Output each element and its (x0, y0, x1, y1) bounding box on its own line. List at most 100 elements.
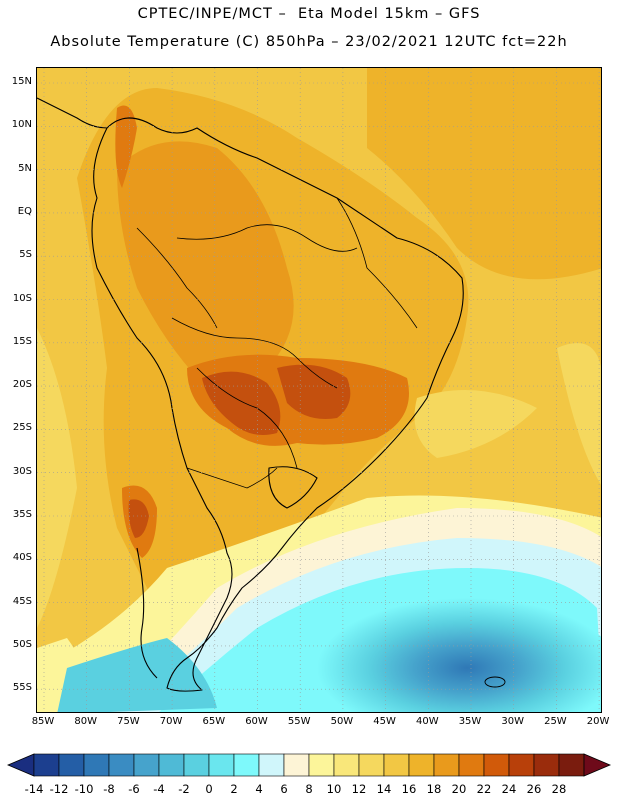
latitude-tick-label: 25S (12, 422, 32, 434)
field-south-atlantic-warm (414, 390, 537, 458)
longitude-tick-label: 85W (31, 716, 55, 727)
latitude-tick-label: 5N (18, 162, 32, 174)
temperature-map (37, 68, 601, 712)
colorbar-swatch (283, 753, 310, 777)
colorbar-swatch (108, 753, 135, 777)
longitude-tick-label: 40W (415, 716, 439, 727)
field-drake-cold (57, 638, 217, 712)
longitude-tick-label: 70W (159, 716, 183, 727)
field-hot-core-east (277, 364, 351, 419)
longitude-tick-label: 25W (544, 716, 567, 727)
map-frame (36, 67, 602, 713)
field-cold-core (317, 598, 601, 712)
border-peru (136, 227, 218, 329)
latitude-tick-label: 5S (19, 249, 32, 261)
colorbar-tick-label: 6 (280, 782, 288, 796)
field-hot-core-west (202, 371, 281, 436)
colorbar-swatch (483, 753, 510, 777)
chile-coastline (136, 547, 158, 679)
latitude-tick-label: 10S (12, 292, 32, 304)
colorbar-swatch (208, 753, 235, 777)
colorbar-swatch (333, 753, 360, 777)
latitude-tick-label: 40S (12, 552, 32, 564)
latitude-tick-label: 55S (12, 682, 32, 694)
latitude-tick-label: 30S (12, 465, 32, 477)
colorbar-tick-label: -10 (74, 782, 94, 796)
colorbar-swatch (458, 753, 485, 777)
latitude-tick-label: 20S (12, 379, 32, 391)
colorbar-tick-label: 22 (476, 782, 492, 796)
colorbar-swatch (433, 753, 460, 777)
colorbar-swatch (183, 753, 210, 777)
colorbar-tick-label: -12 (49, 782, 69, 796)
longitude-tick-label: 80W (74, 716, 97, 727)
field-atlantic-warm-band (367, 68, 601, 280)
latitude-tick-label: EQ (17, 205, 32, 217)
colorbar-swatch (508, 753, 535, 777)
colorbar-tick-label: 12 (351, 782, 367, 796)
field-andes-north-hot (115, 105, 137, 188)
colorbar-tick-label: 4 (255, 782, 263, 796)
colorbar-swatch (33, 753, 60, 777)
colorbar-tick-label: 24 (501, 782, 517, 796)
latitude-tick-label: 15S (12, 335, 32, 347)
longitude-tick-label: 75W (117, 716, 140, 727)
border-bolivia (171, 317, 338, 389)
colorbar-tick-label: 28 (551, 782, 567, 796)
colorbar-swatch (83, 753, 110, 777)
longitude-tick-label: 20W (586, 716, 610, 727)
latitude-tick-label: 35S (12, 509, 32, 520)
colorbar-swatch (358, 753, 385, 777)
colorbar-tick-label: 0 (205, 782, 213, 796)
colorbar-swatch (383, 753, 410, 777)
uruguay-outline (268, 466, 318, 509)
colorbar-tick-label: 8 (305, 782, 313, 796)
header-line-field: Absolute Temperature (C) 850hPa – 23/02/… (50, 34, 568, 50)
colorbar-swatch (258, 753, 285, 777)
colorbar-swatch (133, 753, 160, 777)
colorbar-swatch (408, 753, 435, 777)
header-line-model: CPTEC/INPE/MCT – Eta Model 15km – GFS (137, 6, 481, 22)
colorbar-swatch (308, 753, 335, 777)
latitude-tick-label: 10N (11, 119, 32, 131)
colorbar-tick-label: -2 (178, 782, 190, 796)
colorbar-tick-label: 18 (426, 782, 442, 796)
longitude-tick-label: 55W (287, 716, 311, 727)
colorbar-swatch (58, 753, 85, 777)
field-amazon-orange (117, 141, 294, 391)
field-pacific-pale (37, 328, 77, 628)
longitude-tick-label: 60W (245, 716, 268, 727)
colorbar-tick-label: -14 (24, 782, 44, 796)
colorbar-tick-label: -4 (153, 782, 165, 796)
colorbar-swatch (533, 753, 560, 777)
falkland-islands (484, 676, 506, 688)
longitude-tick-label: 30W (501, 716, 524, 727)
border-paraguay (196, 367, 298, 469)
border-brazil-states (336, 197, 418, 329)
colorbar-tick-label: 14 (376, 782, 392, 796)
longitude-tick-label: 35W (458, 716, 482, 727)
colorbar-right-arrow (583, 753, 612, 777)
latitude-tick-label: 50S (12, 638, 32, 650)
border-argentina (186, 467, 278, 489)
central-america-coastline (37, 97, 108, 129)
colorbar-tick-label: 16 (401, 782, 417, 796)
colorbar-tick-label: 26 (526, 782, 542, 796)
latitude-tick-label: 15N (11, 76, 32, 87)
colorbar-tick-label: 2 (230, 782, 238, 796)
temperature-field-shading (37, 68, 601, 712)
longitude-tick-label: 50W (330, 716, 354, 727)
longitude-tick-label: 45W (373, 716, 396, 727)
colorbar-left-arrow (6, 753, 35, 777)
colorbar-swatch (158, 753, 185, 777)
field-east-atlantic-pale (557, 343, 601, 485)
colorbar-tick-label: 20 (451, 782, 467, 796)
border-brazil-north (176, 224, 358, 252)
latitude-tick-label: 45S (12, 595, 32, 607)
colorbar-tick-label: 10 (326, 782, 342, 796)
colorbar-tick-label: -8 (103, 782, 115, 796)
colorbar (6, 753, 612, 777)
colorbar-tick-label: -6 (128, 782, 140, 796)
colorbar-swatch (558, 753, 585, 777)
longitude-tick-label: 65W (202, 716, 226, 727)
